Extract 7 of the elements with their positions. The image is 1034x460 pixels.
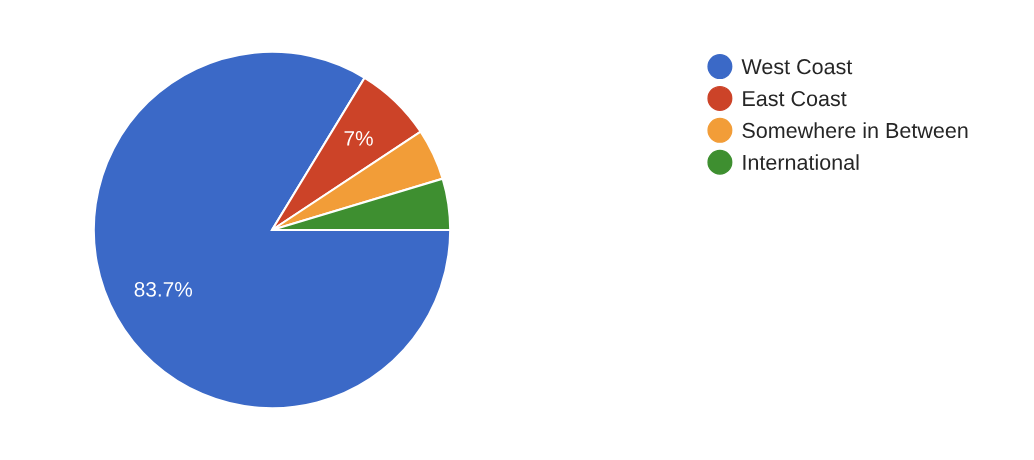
pie-slice (92, 50, 452, 410)
legend-label: Somewhere in Between (742, 122, 968, 139)
data-label: 7% (344, 131, 373, 146)
data-label: 83.7% (134, 281, 193, 297)
legend-label: West Coast (741, 59, 853, 75)
legend-label: International (743, 154, 859, 171)
legend-label: East Coast (743, 90, 847, 107)
